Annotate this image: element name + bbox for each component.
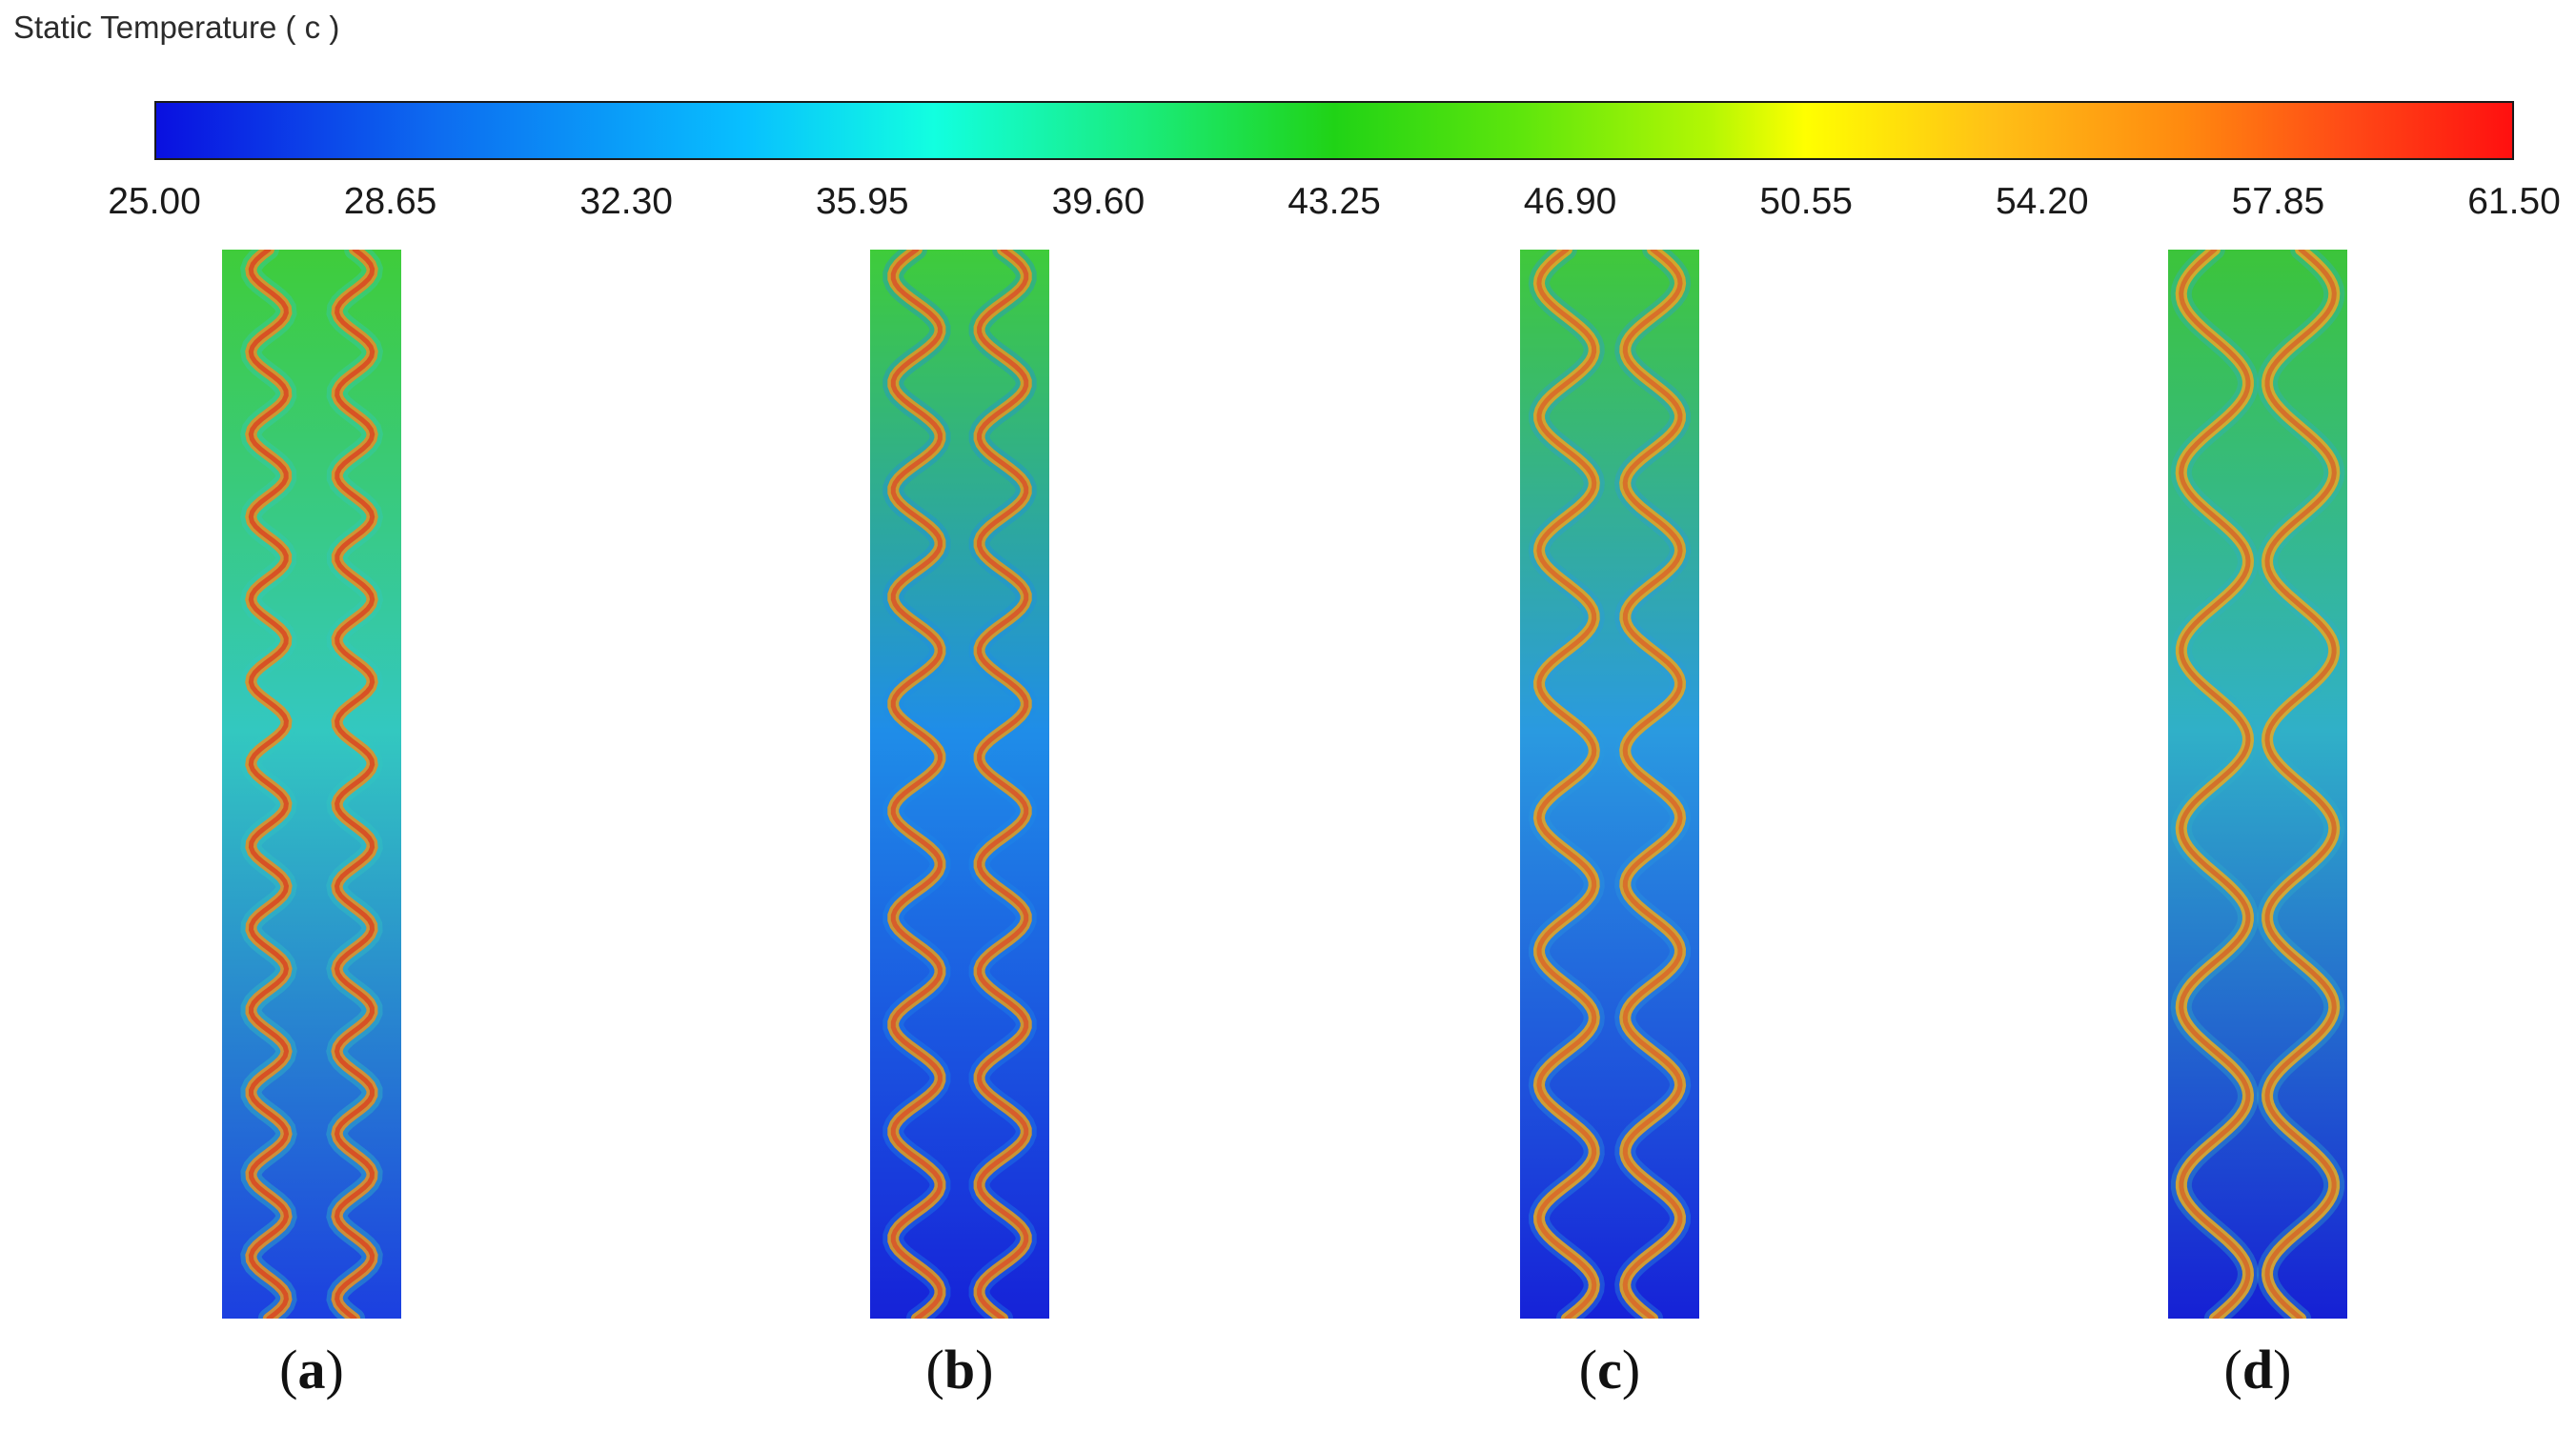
plume-core <box>334 250 375 1319</box>
contour-panel-d <box>2168 250 2347 1319</box>
colorbar-tick-label: 39.60 <box>1051 181 1146 222</box>
plume-core <box>890 250 943 1319</box>
panel-label-d: (d) <box>2223 1339 2292 1401</box>
contour-panel-a <box>222 250 401 1319</box>
colorbar-tick-label: 25.00 <box>108 181 201 222</box>
panel-label-b: (b) <box>925 1339 994 1401</box>
plume-core <box>1536 250 1597 1319</box>
colorbar-tick-label: 32.30 <box>579 181 673 222</box>
colorbar-tick-label: 57.85 <box>2231 181 2325 222</box>
temperature-contour-d <box>2168 250 2347 1319</box>
contour-background <box>2168 250 2347 1319</box>
panel-label-a: (a) <box>279 1339 344 1401</box>
contour-panel-b <box>870 250 1049 1319</box>
colorbar-tick-label: 28.65 <box>343 181 437 222</box>
temperature-colorbar <box>154 101 2514 160</box>
panel-label-c: (c) <box>1578 1339 1641 1401</box>
plume-core <box>248 250 290 1319</box>
temperature-contour-a <box>222 250 401 1319</box>
plume-core <box>1622 250 1683 1319</box>
colorbar-tick-label: 61.50 <box>2467 181 2561 222</box>
plume-core <box>977 250 1029 1319</box>
contour-panel-c <box>1520 250 1699 1319</box>
colorbar-tick-label: 46.90 <box>1523 181 1617 222</box>
plume-core <box>2264 250 2337 1319</box>
colorbar-tick-label: 54.20 <box>1995 181 2089 222</box>
contour-background <box>870 250 1049 1319</box>
colorbar-tick-label: 50.55 <box>1759 181 1853 222</box>
colorbar-tick-label: 43.25 <box>1288 181 1381 222</box>
colorbar-title: Static Temperature ( c ) <box>13 10 340 45</box>
colorbar-tick-label: 35.95 <box>815 181 909 222</box>
temperature-contour-c <box>1520 250 1699 1319</box>
temperature-contour-b <box>870 250 1049 1319</box>
plume-core <box>2179 250 2251 1319</box>
